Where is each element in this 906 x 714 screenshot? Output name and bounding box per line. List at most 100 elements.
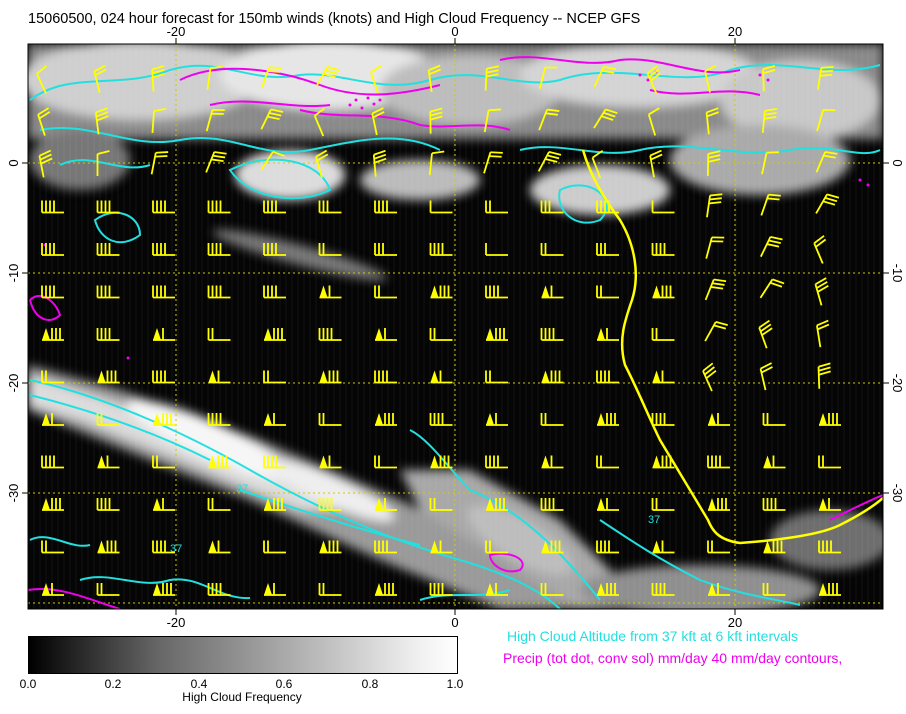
- wind-barb: [153, 413, 175, 426]
- wind-barb: [761, 151, 779, 175]
- wind-barb: [207, 243, 231, 256]
- wind-barb: [597, 498, 619, 511]
- colorbar-tick-label: 0.8: [361, 677, 379, 691]
- wind-barb: [96, 413, 120, 426]
- wind-barb: [429, 328, 453, 341]
- wind-barb: [652, 285, 675, 299]
- wind-barb: [263, 200, 286, 214]
- wind-barb: [430, 540, 453, 554]
- wind-barb: [819, 413, 841, 426]
- bottom-tick-label: -20: [167, 615, 186, 630]
- wind-barb: [374, 540, 397, 554]
- wind-barb: [430, 370, 453, 384]
- wind-barb: [375, 498, 397, 511]
- wind-barb: [483, 108, 501, 133]
- wind-barb: [151, 107, 167, 133]
- wind-barb: [150, 151, 169, 175]
- wind-barb: [260, 108, 284, 130]
- wind-barb: [815, 151, 838, 173]
- wind-barb: [651, 498, 675, 511]
- wind-barb: [596, 540, 619, 554]
- wind-barb: [318, 200, 342, 214]
- wind-barb: [540, 498, 564, 511]
- wind-barb: [96, 328, 120, 341]
- top-tick-label: 0: [451, 24, 458, 39]
- wind-barb: [762, 413, 786, 426]
- wind-barb: [208, 370, 231, 384]
- colorbar-tick-label: 0.4: [190, 677, 208, 691]
- wind-barb: [318, 328, 342, 341]
- wind-barb: [41, 370, 64, 384]
- wind-barb: [486, 498, 508, 511]
- wind-barb: [484, 65, 500, 91]
- top-tick-label: 20: [728, 24, 742, 39]
- wind-barb: [152, 455, 175, 469]
- wind-barb: [652, 540, 675, 554]
- wind-barb: [759, 236, 783, 258]
- wind-barb: [96, 150, 110, 176]
- wind-barb: [486, 328, 508, 341]
- wind-barb: [651, 583, 675, 596]
- wind-barb: [97, 455, 120, 469]
- wind-barb: [153, 328, 175, 341]
- wind-barb: [651, 200, 675, 214]
- wind-barb: [708, 498, 730, 511]
- precip-contours: [28, 56, 883, 609]
- wind-barb: [541, 455, 564, 469]
- wind-barb: [485, 540, 508, 554]
- wind-barb: [375, 413, 397, 426]
- graticule: [28, 44, 883, 609]
- wind-barb: [264, 498, 286, 511]
- wind-barb: [97, 370, 120, 384]
- wind-barb: [263, 455, 286, 469]
- wind-barb: [651, 413, 675, 426]
- wind-barb: [429, 107, 443, 134]
- wind-barb: [540, 200, 564, 214]
- wind-barb: [42, 583, 64, 596]
- wind-barb: [153, 498, 175, 511]
- wind-barb: [429, 583, 453, 596]
- wind-barb: [593, 108, 618, 129]
- colorbar-tick-label: 1.0: [446, 677, 464, 691]
- wind-barb: [816, 65, 834, 90]
- wind-barb: [153, 583, 175, 596]
- right-tick-label: -20: [890, 374, 905, 393]
- wind-barb: [42, 498, 64, 511]
- wind-barb: [313, 107, 326, 137]
- wind-barb: [374, 285, 397, 299]
- wind-barb: [652, 370, 675, 384]
- precip-legend: Precip (tot dot, conv sol) mm/day 40 mm/…: [503, 650, 843, 666]
- wind-barb: [319, 370, 342, 384]
- wind-barb: [537, 151, 562, 172]
- wind-barb: [41, 200, 64, 214]
- wind-barb: [370, 64, 382, 94]
- wind-barb: [486, 413, 508, 426]
- wind-barb: [42, 328, 64, 341]
- wind-barb: [319, 285, 342, 299]
- wind-barb: [818, 455, 841, 469]
- wind-barb: [762, 65, 776, 92]
- wind-barb: [705, 236, 725, 259]
- contour-label-2: 37: [648, 514, 660, 526]
- wind-barb: [485, 455, 508, 469]
- wind-barb: [263, 285, 286, 299]
- wind-barb: [427, 64, 441, 93]
- wind-barb: [374, 243, 397, 256]
- wind-barb: [318, 413, 342, 426]
- wind-barb: [759, 278, 785, 299]
- wind-barb: [315, 149, 329, 179]
- wind-barb: [705, 107, 719, 135]
- colorbar: [28, 636, 458, 674]
- left-tick-label: 0: [6, 159, 21, 166]
- wind-barb: [430, 455, 453, 469]
- wind-barb: [319, 455, 342, 469]
- wind-barb: [486, 583, 508, 596]
- wind-barb: [758, 319, 773, 349]
- wind-barb: [762, 498, 786, 511]
- wind-barb: [37, 107, 51, 136]
- wind-barb: [205, 109, 225, 132]
- right-tick-label: 0: [890, 159, 905, 166]
- wind-barb: [152, 200, 175, 214]
- wind-barb: [429, 200, 453, 214]
- wind-barb: [707, 455, 730, 469]
